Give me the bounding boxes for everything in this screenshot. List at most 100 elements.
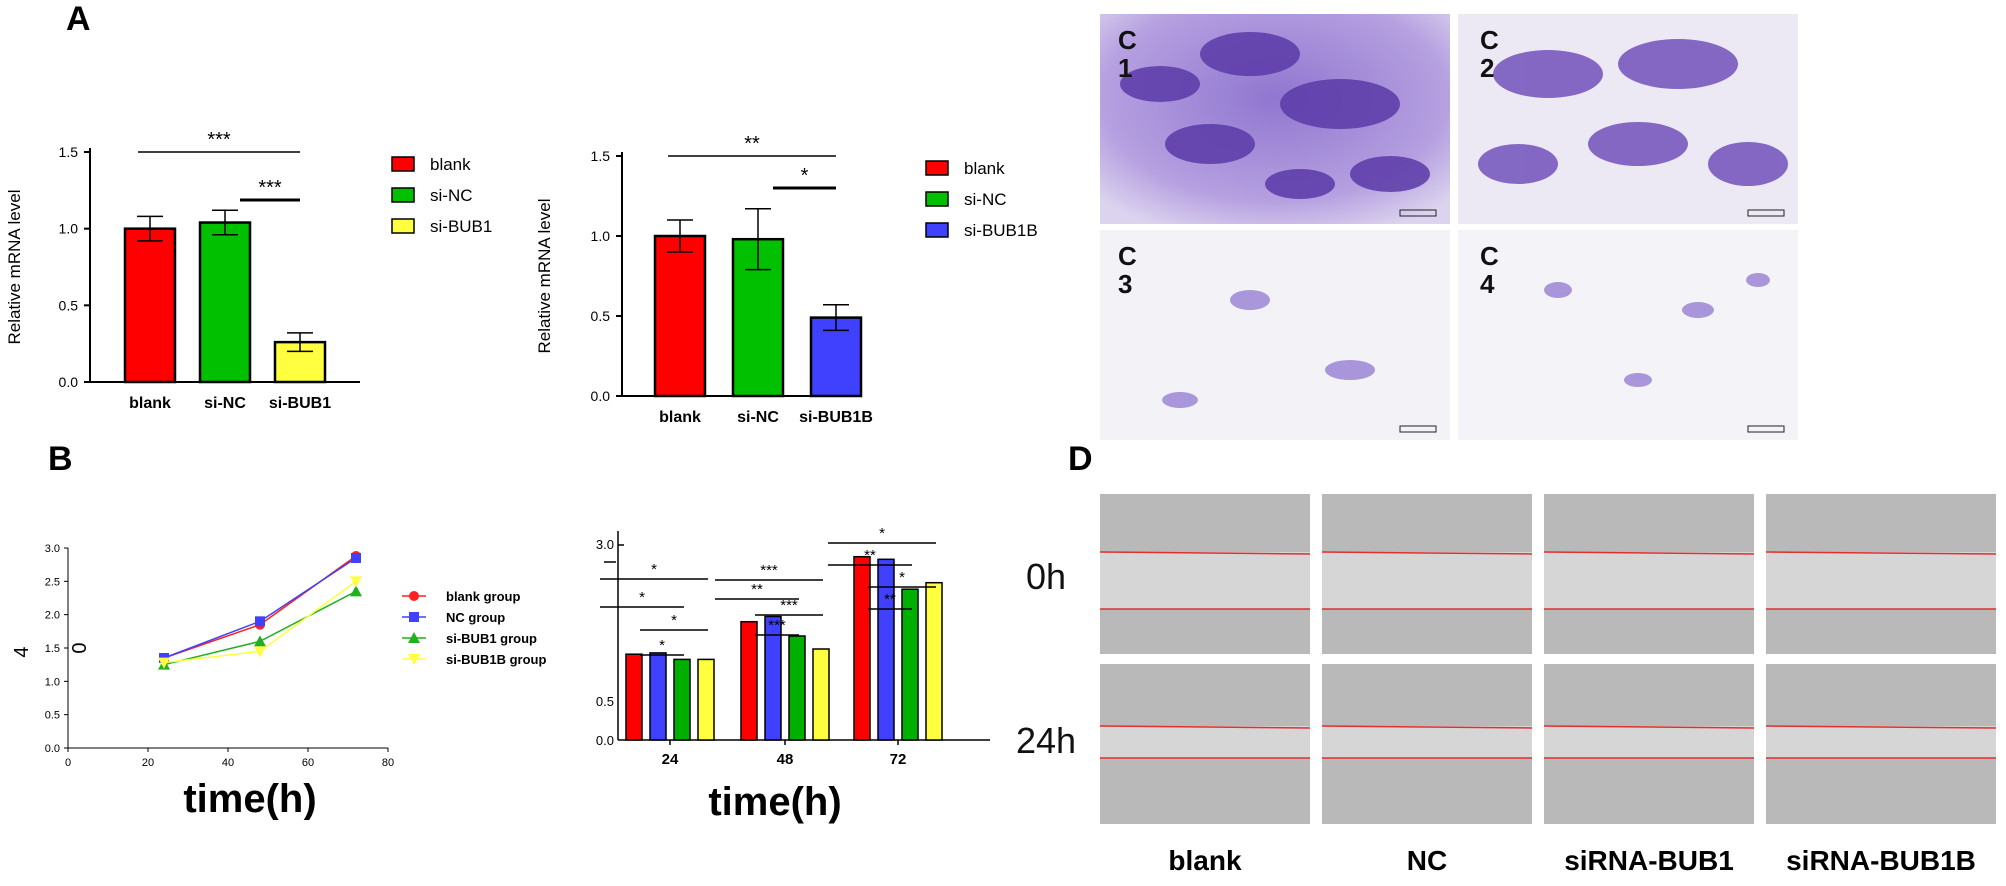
x-axis-label: time(h) [708, 780, 841, 824]
y-tick-label: 1.0 [45, 676, 60, 688]
scratch-photo [1322, 494, 1532, 654]
x-tick-label: 60 [302, 757, 314, 769]
legend-label: si-BUB1 [430, 217, 492, 236]
x-tick-label: 48 [777, 751, 794, 768]
col-label-blank: blank [1168, 845, 1242, 876]
y-axis-label: Relative mRNA level [535, 199, 554, 354]
significance-label: ** [864, 547, 876, 564]
y-tick-label: 2.5 [45, 576, 60, 588]
micrograph-c4: C 4 [1458, 230, 1798, 440]
y-tick-label: 0.5 [591, 308, 611, 324]
legend-label: blank [964, 159, 1005, 178]
bar-group-72 [925, 581, 943, 741]
panel-letter-b: B [48, 440, 73, 478]
legend-swatch [925, 191, 949, 207]
x-tick-label: si-NC [737, 409, 779, 426]
x-tick-label: si-NC [204, 395, 246, 412]
legend-swatch [391, 218, 415, 234]
panel-letter-a: A [66, 0, 91, 38]
micrograph-c3-label: C 3 [1118, 241, 1137, 299]
x-tick-label: blank [659, 409, 701, 426]
chart-b2-bar: 0.00.53.024****48***********72******time… [596, 525, 990, 824]
y-tick-label: 1.5 [59, 144, 79, 160]
legend-label: si-BUB1B [964, 221, 1038, 240]
significance-label: * [899, 569, 905, 586]
scratch-image-24h-3 [1544, 664, 1754, 824]
significance-label: ** [751, 581, 763, 598]
significance-label: *** [760, 562, 778, 579]
scratch-photo [1766, 494, 1996, 654]
row-label-0h: 0h [1026, 556, 1067, 597]
bar-group-72 [853, 555, 871, 741]
significance-label: ** [744, 133, 760, 155]
micrograph-c2-label: C 2 [1480, 25, 1499, 83]
bar-group-24 [673, 658, 691, 741]
y-axis-label: Relative mRNA level [5, 190, 24, 345]
legend-swatch [925, 222, 949, 238]
micrograph-c4-label: C 4 [1480, 241, 1499, 299]
significance-label: *** [768, 617, 786, 634]
data-point [255, 616, 265, 627]
bar-blank [123, 227, 177, 384]
col-label-sirna-bub1: siRNA-BUB1 [1564, 845, 1734, 876]
scratch-photo [1544, 664, 1754, 824]
legend-swatch [391, 156, 415, 172]
data-point [350, 585, 362, 597]
bar-group-24 [649, 652, 667, 741]
data-point [350, 576, 362, 588]
data-point [254, 646, 266, 658]
legend-marker [409, 591, 419, 601]
y-tick-label: 0.0 [591, 388, 611, 404]
significance-label: * [879, 525, 885, 542]
significance-label: *** [207, 129, 231, 151]
y-axis-label-fragment: 4 [11, 646, 33, 657]
significance-label: * [659, 637, 665, 654]
scratch-image-0h-1 [1100, 494, 1310, 654]
micrograph-c1-label: C 1 [1118, 25, 1137, 83]
x-tick-label: 72 [890, 751, 907, 768]
legend-marker [408, 632, 420, 643]
y-tick-label: 3.0 [45, 543, 60, 555]
legend-marker [409, 612, 419, 622]
bar-group-48 [788, 635, 806, 741]
scratch-photo [1322, 664, 1532, 824]
bar-group-24 [697, 658, 715, 741]
y-tick-label: 1.0 [59, 221, 79, 237]
significance-label: *** [258, 177, 282, 199]
significance-label: * [671, 612, 677, 629]
y-tick-label: 1.5 [591, 148, 611, 164]
chart-a2-bar: 0.0 0.5 1.0 1.5 Relative mRNA level blank si-N… [535, 133, 1038, 426]
bar-group-24 [625, 653, 643, 741]
significance-label: *** [780, 597, 798, 614]
micrograph-c2: C 2 [1458, 14, 1798, 224]
legend-label: si-BUB1B group [446, 652, 546, 667]
significance-label: * [801, 165, 809, 187]
bar-group-72 [901, 588, 919, 741]
x-axis-label: time(h) [183, 777, 316, 820]
y-tick-label: 0.5 [45, 710, 60, 722]
data-point [254, 635, 266, 647]
bar-group-48 [764, 615, 782, 741]
y-tick-label: 1.0 [591, 228, 611, 244]
legend-label: blank group [446, 589, 520, 604]
scratch-image-0h-4 [1766, 494, 1996, 654]
x-tick-label: 0 [65, 757, 71, 769]
legend-marker [408, 654, 420, 665]
y-tick-label: 0.0 [596, 733, 614, 748]
data-point [158, 657, 170, 669]
scratch-photo [1100, 664, 1310, 824]
row-label-24h: 24h [1016, 720, 1077, 761]
legend-label: si-BUB1 group [446, 631, 537, 646]
scratch-image-0h-2 [1322, 494, 1532, 654]
scratch-photo [1544, 494, 1754, 654]
y-tick-label: 3.0 [596, 537, 614, 552]
micrograph-c3-image [1100, 230, 1450, 440]
significance-label: * [639, 589, 645, 606]
chart-a1-bar: 0.0 0.5 1.0 1.5 Relative mRNA level blank si-N… [5, 129, 492, 412]
micrograph-c1: C 1 [1100, 14, 1450, 224]
bar-blank [653, 234, 707, 398]
legend-label: NC group [446, 610, 505, 625]
chart-b1-line: 0.00.51.01.52.02.53.00 20 40 60 804 0time(h)b… [11, 543, 546, 820]
y-axis-label-fragment: 0 [69, 642, 91, 653]
significance-label: ** [884, 591, 896, 608]
